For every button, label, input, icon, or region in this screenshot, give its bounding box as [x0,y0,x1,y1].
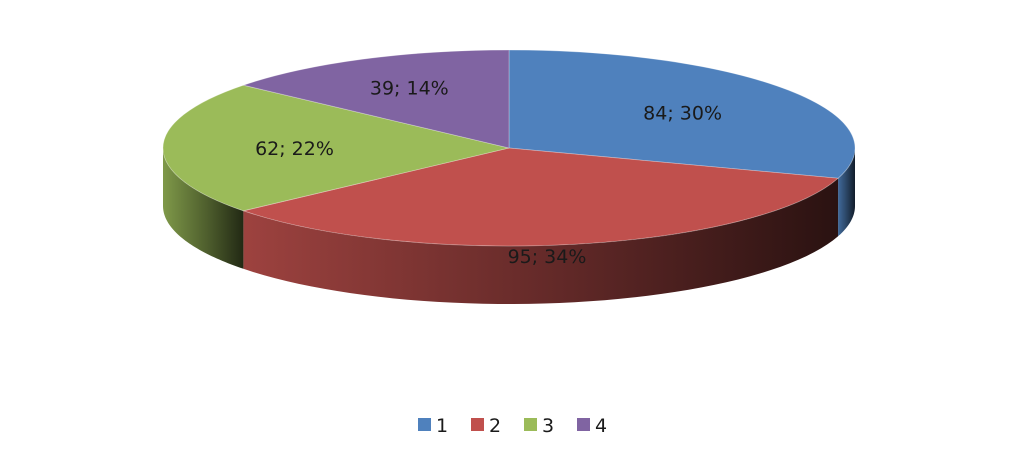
data-label-2: 95; 34% [508,246,587,268]
legend-label-2: 2 [489,415,501,437]
legend-label-1: 1 [436,415,448,437]
legend-item-2: 2 [471,415,501,437]
data-label-3: 62; 22% [255,138,334,160]
legend-swatch-3 [524,418,537,431]
legend-swatch-4 [577,418,590,431]
legend-label-3: 3 [542,415,554,437]
legend-label-4: 4 [595,415,607,437]
legend-swatch-2 [471,418,484,431]
data-label-4: 39; 14% [370,78,449,100]
data-labels: 84; 30% 95; 34% 62; 22% 39; 14% [255,78,722,268]
legend-item-3: 3 [524,415,554,437]
data-label-1: 84; 30% [643,102,722,124]
pie-slice-4 [241,49,510,149]
pie-slices [162,49,856,247]
pie-slice-side-1 [838,148,855,237]
pie-slice-side-2 [243,178,839,304]
pie-slice-2 [241,147,840,247]
legend: 1 2 3 4 [418,415,607,437]
pie-sides [163,148,855,304]
legend-item-4: 4 [577,415,607,437]
pie-slice-1 [508,49,856,179]
legend-item-1: 1 [418,415,448,437]
legend-swatch-1 [418,418,431,431]
pie-slice-3 [162,84,510,212]
pie-slice-side-3 [163,148,244,269]
